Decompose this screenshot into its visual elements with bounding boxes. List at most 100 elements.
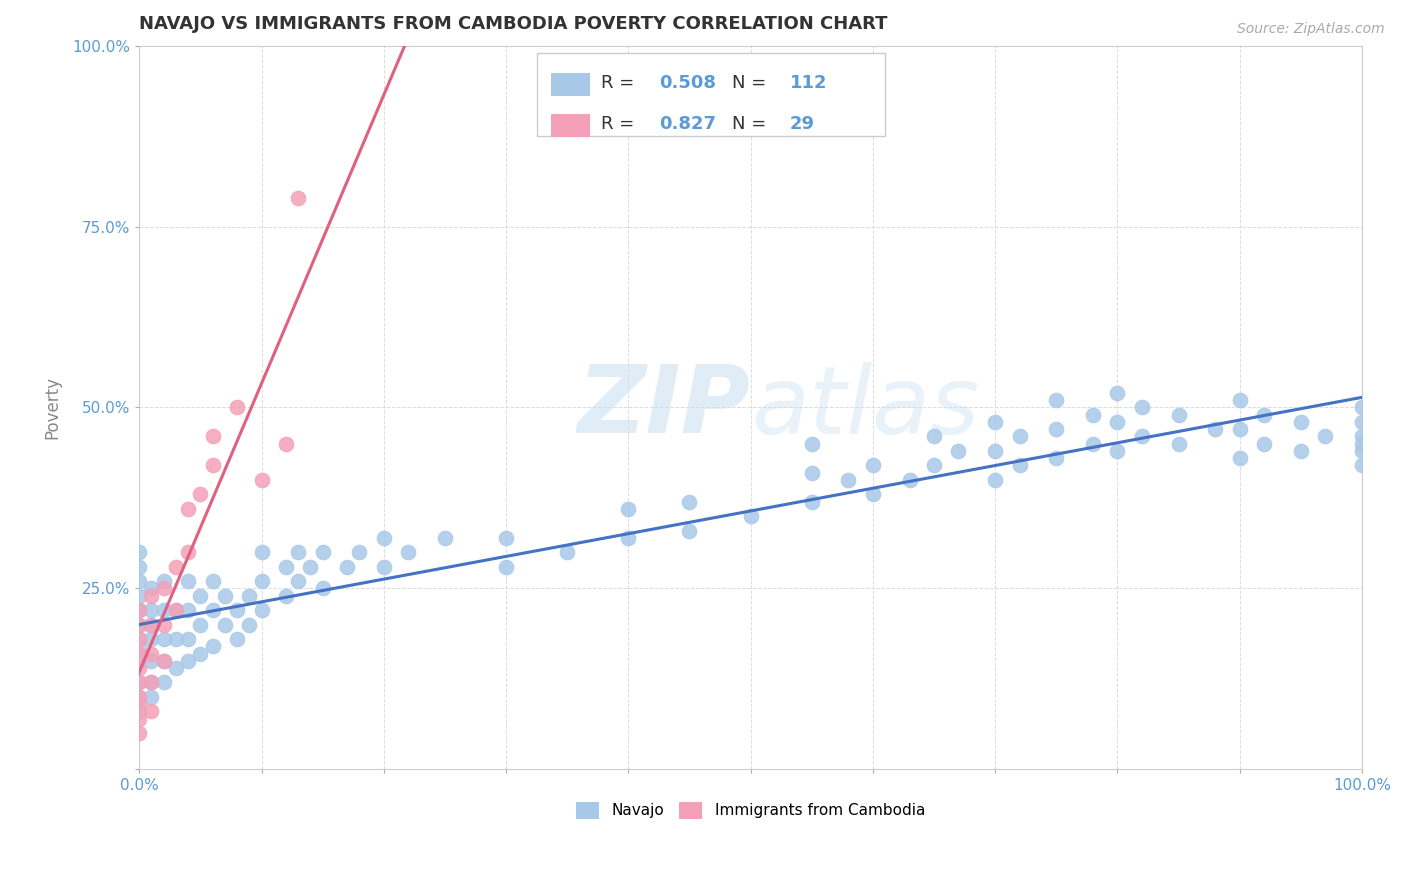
Point xyxy=(128,661,150,675)
Point xyxy=(177,654,200,668)
Point xyxy=(1081,408,1104,422)
Point xyxy=(128,675,150,690)
Point xyxy=(128,690,150,704)
Point xyxy=(190,487,212,501)
Point xyxy=(837,473,859,487)
Point xyxy=(238,589,260,603)
Point xyxy=(274,589,297,603)
Point xyxy=(800,436,823,450)
Point xyxy=(373,531,395,545)
Text: R =: R = xyxy=(602,74,641,92)
Point xyxy=(396,545,419,559)
Point xyxy=(226,632,249,646)
Point xyxy=(128,632,150,646)
Point xyxy=(984,443,1007,458)
FancyBboxPatch shape xyxy=(537,53,886,136)
Point xyxy=(1107,443,1129,458)
Point xyxy=(128,617,150,632)
Point xyxy=(862,458,884,473)
Text: NAVAJO VS IMMIGRANTS FROM CAMBODIA POVERTY CORRELATION CHART: NAVAJO VS IMMIGRANTS FROM CAMBODIA POVER… xyxy=(139,15,887,33)
Point xyxy=(165,632,187,646)
Point xyxy=(165,661,187,675)
Point xyxy=(800,494,823,508)
Text: 0.827: 0.827 xyxy=(659,115,716,134)
Point xyxy=(177,632,200,646)
Point xyxy=(201,603,224,617)
Point xyxy=(250,603,273,617)
Point xyxy=(128,617,150,632)
Point xyxy=(349,545,371,559)
Point xyxy=(1351,436,1374,450)
Point xyxy=(128,545,150,559)
Point xyxy=(201,458,224,473)
Point xyxy=(250,574,273,589)
Point xyxy=(1107,415,1129,429)
Point xyxy=(152,654,174,668)
Point xyxy=(299,559,322,574)
Point xyxy=(922,429,945,443)
Point xyxy=(141,675,163,690)
Point xyxy=(141,675,163,690)
Point xyxy=(250,545,273,559)
Point xyxy=(128,675,150,690)
Point xyxy=(287,574,309,589)
Point xyxy=(201,640,224,654)
Point xyxy=(238,617,260,632)
Point xyxy=(948,443,970,458)
Point xyxy=(862,487,884,501)
Point xyxy=(1045,422,1067,436)
Legend: Navajo, Immigrants from Cambodia: Navajo, Immigrants from Cambodia xyxy=(568,794,932,827)
Point xyxy=(152,654,174,668)
Point xyxy=(128,654,150,668)
Point xyxy=(128,647,150,661)
Text: N =: N = xyxy=(733,74,772,92)
Point xyxy=(1315,429,1337,443)
Point xyxy=(201,429,224,443)
Point xyxy=(250,473,273,487)
Point xyxy=(274,559,297,574)
Point xyxy=(1167,408,1189,422)
Point xyxy=(678,524,700,538)
Point xyxy=(141,582,163,596)
Point xyxy=(141,617,163,632)
Point xyxy=(1045,451,1067,466)
Text: 112: 112 xyxy=(790,74,827,92)
Text: 0.508: 0.508 xyxy=(659,74,716,92)
FancyBboxPatch shape xyxy=(551,114,591,137)
Point xyxy=(141,647,163,661)
Point xyxy=(1167,436,1189,450)
Point xyxy=(128,640,150,654)
Point xyxy=(1351,429,1374,443)
Point xyxy=(1289,443,1312,458)
Point xyxy=(152,582,174,596)
Point xyxy=(1130,401,1153,415)
Point xyxy=(1008,458,1031,473)
Point xyxy=(1253,436,1275,450)
Point xyxy=(678,494,700,508)
Point xyxy=(495,559,517,574)
Point xyxy=(336,559,359,574)
Point xyxy=(141,705,163,719)
Point xyxy=(152,603,174,617)
Text: Source: ZipAtlas.com: Source: ZipAtlas.com xyxy=(1237,22,1385,37)
Point xyxy=(141,589,163,603)
Point xyxy=(617,501,640,516)
Point xyxy=(177,501,200,516)
Point xyxy=(128,697,150,711)
Point xyxy=(165,559,187,574)
Point xyxy=(152,617,174,632)
Text: N =: N = xyxy=(733,115,772,134)
Point xyxy=(898,473,921,487)
Point xyxy=(1253,408,1275,422)
Point xyxy=(433,531,456,545)
Point xyxy=(128,559,150,574)
Point xyxy=(1351,458,1374,473)
Point xyxy=(495,531,517,545)
Point xyxy=(152,574,174,589)
Point xyxy=(190,589,212,603)
Point xyxy=(141,617,163,632)
Point xyxy=(128,712,150,726)
Point xyxy=(1229,451,1251,466)
Point xyxy=(311,582,333,596)
Point xyxy=(1351,401,1374,415)
